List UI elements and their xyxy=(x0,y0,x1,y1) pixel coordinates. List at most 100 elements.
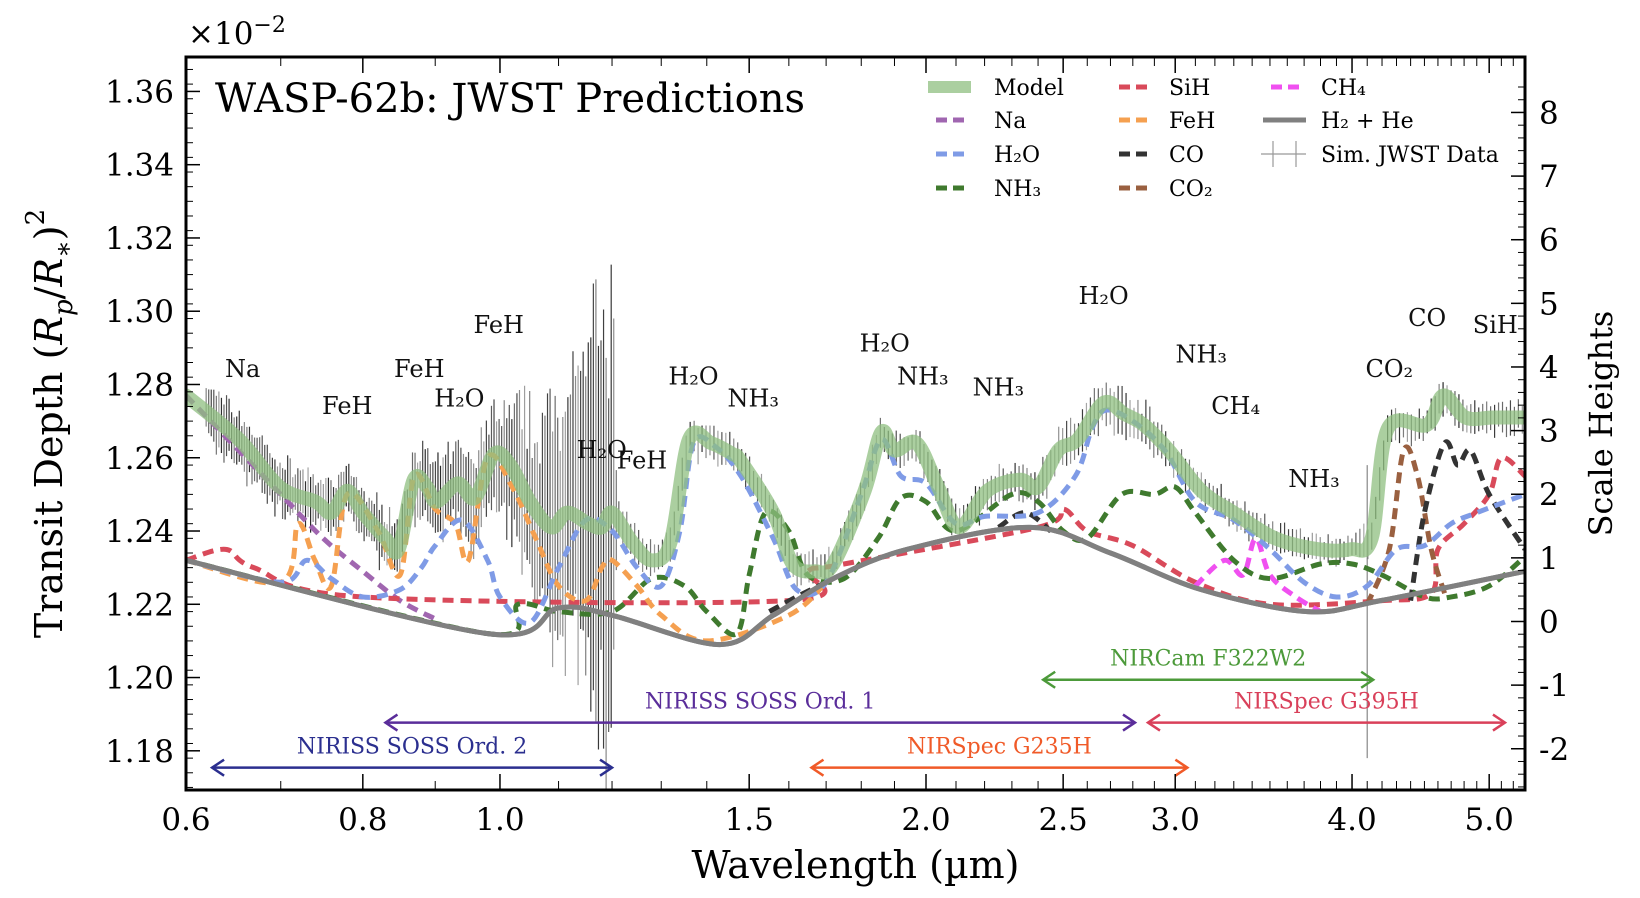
annotation-label: CO xyxy=(1408,304,1446,332)
legend-label: Model xyxy=(994,76,1064,101)
legend-item-sim: Sim. JWST Data xyxy=(1261,141,1499,168)
legend-item-ch4: CH₄ xyxy=(1271,76,1366,101)
y-tick-label: 1.24 xyxy=(105,514,174,550)
plot-frame xyxy=(184,55,1527,792)
x-tick-label: 1.0 xyxy=(475,802,524,838)
series-h2o-line xyxy=(186,407,1525,626)
y-axis-label-r2: R xyxy=(27,258,71,288)
plot-area xyxy=(186,264,1525,790)
annotation-label: CH₄ xyxy=(1211,392,1260,420)
right-tick-label: -2 xyxy=(1539,732,1569,768)
x-tick-label: 0.8 xyxy=(338,802,387,838)
series-na-line xyxy=(186,393,437,622)
arrowhead-icon xyxy=(1040,670,1376,689)
series-co-line xyxy=(1408,439,1525,602)
right-tick-label: 3 xyxy=(1539,414,1559,450)
y-axis-label: Transit Depth (Rp/R∗)2 xyxy=(21,209,79,638)
legend-item-model: Model xyxy=(928,76,1064,101)
y-axis-label-sup: 2 xyxy=(21,209,51,226)
y-tick-label: 1.32 xyxy=(105,221,174,257)
x-tick-label: 2.5 xyxy=(1038,802,1087,838)
annotation-label: FeH xyxy=(473,311,523,339)
legend-label: Sim. JWST Data xyxy=(1321,143,1499,168)
right-tick-label: 4 xyxy=(1539,350,1559,386)
y-tick-label: 1.22 xyxy=(105,587,174,623)
x-tick-label: 2.0 xyxy=(901,802,950,838)
legend-item-nh3: NH₃ xyxy=(936,177,1041,202)
y-multiplier-base: ×10 xyxy=(188,16,253,52)
annotation-label: FeH xyxy=(322,392,372,420)
right-tick-label: 0 xyxy=(1539,604,1559,640)
y-axis-label-slash: / xyxy=(27,286,71,299)
arrowhead-icon xyxy=(209,758,615,777)
y-tick-label: 1.34 xyxy=(105,148,174,184)
series-feh-line xyxy=(186,452,828,644)
legend-errorbar-icon xyxy=(1261,141,1306,167)
annotation-label: Na xyxy=(225,355,260,383)
y-tick-label: 1.28 xyxy=(105,367,174,403)
arrowhead-icon xyxy=(383,713,1138,732)
instrument-label: NIRCam F322W2 xyxy=(1110,647,1306,672)
legend-item-co: CO xyxy=(1119,143,1204,168)
y-axis-label-s1: p xyxy=(49,299,79,316)
instrument-label: NIRISS SOSS Ord. 1 xyxy=(645,690,875,715)
right-tick-label: -1 xyxy=(1539,668,1569,704)
y-multiplier-exp: −2 xyxy=(253,13,285,38)
right-tick-label: 8 xyxy=(1539,95,1559,131)
right-axis-label: Scale Heights xyxy=(1582,311,1620,537)
legend-label: H₂ + He xyxy=(1321,109,1414,134)
y-multiplier: ×10−2 xyxy=(188,13,286,52)
annotation-label: NH₃ xyxy=(727,384,779,412)
arrowhead-icon xyxy=(809,758,1190,777)
annotation-label: H₂O xyxy=(1078,282,1128,310)
legend-label: NH₃ xyxy=(994,177,1041,202)
annotation-label: SiH xyxy=(1473,311,1518,339)
chart-title: WASP-62b: JWST Predictions xyxy=(215,76,805,122)
x-tick-label: 4.0 xyxy=(1327,802,1376,838)
annotation-label: NH₃ xyxy=(897,362,949,390)
legend-label: CO xyxy=(1169,143,1204,168)
legend-item-h2he: H₂ + He xyxy=(1263,109,1414,134)
y-tick-label: 1.18 xyxy=(105,734,174,770)
y-axis-label-r1: R xyxy=(27,316,71,346)
annotation-label: NH₃ xyxy=(973,373,1025,401)
annotation-label: H₂O xyxy=(668,362,718,390)
legend-label: Na xyxy=(994,109,1026,134)
series-sih-line xyxy=(186,455,1525,608)
x-tick-label: 1.5 xyxy=(725,802,774,838)
y-axis-label-s2: ∗ xyxy=(49,240,79,258)
y-tick-label: 1.30 xyxy=(105,294,174,330)
instrument-label: NIRSpec G395H xyxy=(1234,690,1419,715)
annotation-label: CO₂ xyxy=(1365,355,1413,383)
legend-item-feh: FeH xyxy=(1119,109,1215,134)
annotation-label: H₂O xyxy=(577,436,627,464)
legend-label: FeH xyxy=(1169,109,1215,134)
series-co-line xyxy=(997,510,1053,534)
right-tick-label: 1 xyxy=(1539,541,1559,577)
annotation-label: H₂O xyxy=(860,330,910,358)
annotation-label: FeH xyxy=(394,355,444,383)
series-h2he-line xyxy=(186,524,1525,648)
legend-item-na: Na xyxy=(936,109,1026,134)
x-tick-label: 0.6 xyxy=(161,802,210,838)
series-nh3-line xyxy=(186,483,1525,638)
y-axis-label-prefix: Transit Depth ( xyxy=(27,345,71,639)
annotation-label: H₂O xyxy=(434,384,484,412)
instrument-label: NIRSpec G235H xyxy=(907,735,1092,760)
y-tick-label: 1.36 xyxy=(105,74,174,110)
legend-item-h2o: H₂O xyxy=(936,143,1040,168)
legend-label: SiH xyxy=(1169,76,1210,101)
annotation-label: FeH xyxy=(617,447,667,475)
series-model-line xyxy=(186,388,1525,580)
y-axis-label-suffix: ) xyxy=(27,225,71,240)
series-co2-line xyxy=(1364,444,1447,606)
annotation-label: NH₃ xyxy=(1176,341,1228,369)
right-tick-label: 5 xyxy=(1539,286,1559,322)
legend-item-co2: CO₂ xyxy=(1119,177,1213,202)
series-ch4-line xyxy=(1193,535,1322,614)
right-tick-label: 7 xyxy=(1539,159,1559,195)
x-axis-label: Wavelength (µm) xyxy=(691,843,1019,887)
legend-label: CH₄ xyxy=(1321,76,1366,101)
right-tick-label: 2 xyxy=(1539,477,1559,513)
